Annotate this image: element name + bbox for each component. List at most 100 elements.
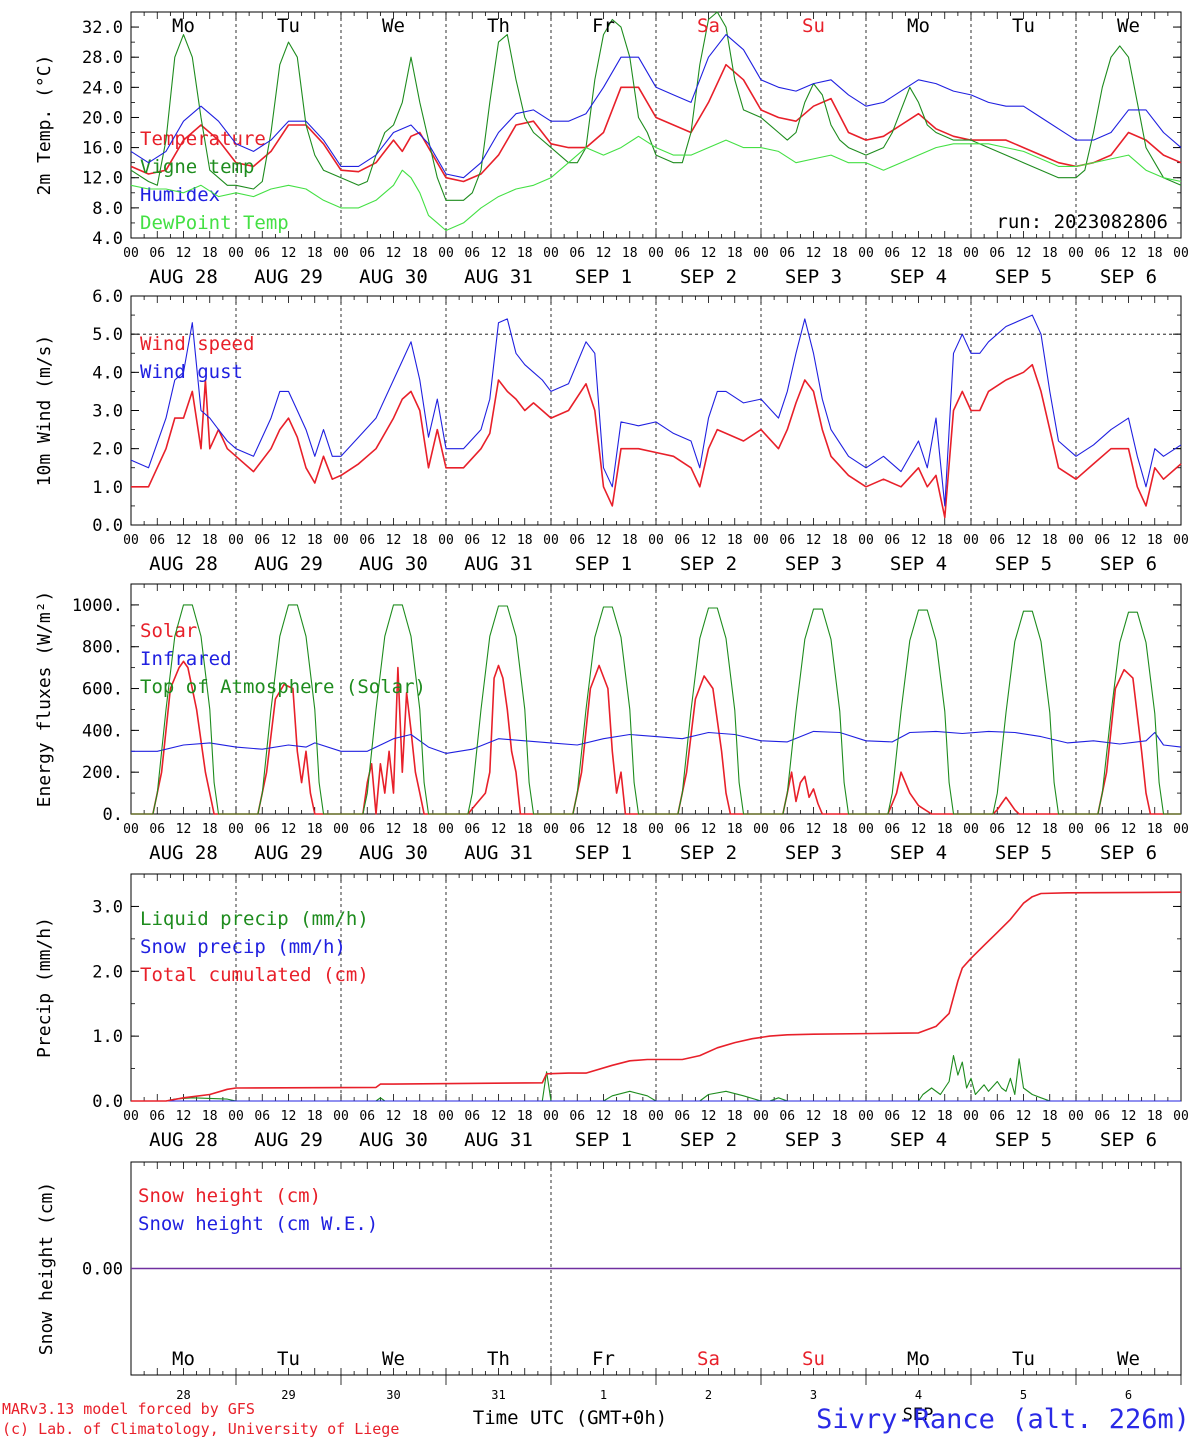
hour-tick-label: 18	[1042, 246, 1058, 261]
hour-tick-label: 06	[359, 246, 375, 261]
hour-tick-label: 12	[491, 1109, 507, 1124]
hour-tick-label: 12	[491, 246, 507, 261]
y-tick-label: 32.0	[82, 18, 123, 38]
hour-tick-label: 12	[386, 1109, 402, 1124]
series-line-2	[130, 314, 1182, 507]
hour-tick-label: 00	[648, 246, 664, 261]
hour-tick-label: 06	[779, 1109, 795, 1124]
panel-5: 0.00 Snow height (cm) Snow height (cm) Snow…	[36, 1161, 1182, 1402]
day-number-label: 3	[810, 1388, 817, 1402]
hour-tick-label: 00	[648, 1109, 664, 1124]
hour-tick-label: 06	[359, 822, 375, 837]
hour-tick-label: 18	[727, 246, 743, 261]
hour-tick-label: 06	[254, 533, 270, 548]
weekday-label: Mo	[907, 15, 930, 37]
hour-tick-label: 12	[806, 822, 822, 837]
hour-tick-label: 00	[543, 246, 559, 261]
day-number-label: 2	[705, 1388, 712, 1402]
hour-tick-label: 00	[858, 1109, 874, 1124]
hour-tick-label: 00	[753, 822, 769, 837]
x-axis-title: Time UTC (GMT+0h)	[473, 1407, 667, 1429]
y-tick-label: 0.00	[82, 1260, 123, 1280]
y-tick-label: 3.0	[92, 402, 123, 422]
hour-tick-label: 00	[333, 1109, 349, 1124]
hour-tick-label: 06	[884, 1109, 900, 1124]
date-label: SEP 2	[680, 266, 737, 288]
series-line-1	[131, 1055, 1181, 1102]
date-label: AUG 28	[149, 266, 218, 288]
hour-tick-label: 18	[1042, 822, 1058, 837]
hour-tick-label: 18	[1147, 246, 1163, 261]
date-label: SEP 3	[785, 1129, 842, 1151]
date-label: SEP 2	[680, 1129, 737, 1151]
hour-tick-label: 12	[806, 246, 822, 261]
hour-tick-label: 06	[989, 1109, 1005, 1124]
hour-tick-label: 12	[596, 533, 612, 548]
hour-tick-label: 12	[701, 533, 717, 548]
weekday-label: Mo	[172, 15, 195, 37]
hour-tick-label: 12	[911, 1109, 927, 1124]
hour-tick-label: 00	[648, 533, 664, 548]
series-line-2	[131, 730, 1182, 754]
hour-tick-label: 00	[1068, 533, 1084, 548]
hour-tick-label: 12	[176, 822, 192, 837]
hour-tick-label: 00	[1068, 1109, 1084, 1124]
hour-tick-label: 06	[989, 533, 1005, 548]
hour-tick-label: 12	[176, 533, 192, 548]
date-label: SEP 5	[995, 266, 1052, 288]
hour-tick-label: 06	[884, 822, 900, 837]
date-label: SEP 2	[680, 553, 737, 575]
hour-tick-label: 18	[202, 1109, 218, 1124]
y-tick-label: 24.0	[82, 78, 123, 98]
panel-3: 0. 200. 400. 600. 800. 1000. Energy fluxes (W/…	[34, 583, 1189, 864]
hour-tick-label: 06	[1094, 533, 1110, 548]
y-tick-label: 2.0	[92, 440, 123, 460]
legend-entry: Wind gust	[140, 361, 243, 383]
hour-tick-label: 00	[543, 822, 559, 837]
series-line-1	[131, 363, 1182, 519]
weekday-label: Fr	[592, 1348, 615, 1370]
hour-tick-label: 00	[438, 822, 454, 837]
y-tick-label: 1000.	[72, 596, 123, 616]
y-tick-label: 0.0	[92, 516, 123, 536]
date-label: AUG 28	[149, 1129, 218, 1151]
hour-tick-label: 12	[806, 533, 822, 548]
hour-tick-label: 12	[176, 1109, 192, 1124]
hour-tick-label: 06	[569, 1109, 585, 1124]
hour-tick-label: 06	[149, 822, 165, 837]
hour-tick-label: 12	[1016, 1109, 1032, 1124]
date-label: AUG 31	[464, 266, 533, 288]
y-tick-label: 8.0	[92, 199, 123, 219]
date-label: AUG 30	[359, 842, 428, 864]
hour-tick-label: 06	[779, 822, 795, 837]
date-label: AUG 28	[149, 842, 218, 864]
hour-tick-label: 12	[386, 822, 402, 837]
hour-tick-label: 06	[149, 1109, 165, 1124]
legend-entry: DewPoint Temp	[140, 212, 289, 234]
hour-tick-label: 12	[281, 822, 297, 837]
date-label: SEP 1	[575, 842, 632, 864]
weekday-label: Mo	[172, 1348, 195, 1370]
date-label: SEP 6	[1100, 266, 1157, 288]
date-label: AUG 30	[359, 553, 428, 575]
y-axis-label: Snow height (cm)	[36, 1182, 57, 1355]
hour-tick-label: 06	[674, 822, 690, 837]
y-axis-label: 10m Wind (m/s)	[34, 335, 55, 487]
hour-tick-label: 06	[884, 246, 900, 261]
series-line-4	[130, 135, 1182, 232]
hour-tick-label: 12	[1121, 1109, 1137, 1124]
hour-tick-label: 06	[464, 1109, 480, 1124]
month-label: SEP	[903, 1405, 934, 1425]
hour-tick-label: 12	[911, 822, 927, 837]
hour-tick-label: 00	[963, 246, 979, 261]
weekday-label: Tu	[277, 1348, 300, 1370]
hour-tick-label: 00	[1068, 246, 1084, 261]
hour-tick-label: 18	[1147, 822, 1163, 837]
hour-tick-label: 18	[412, 1109, 428, 1124]
weekday-label: Tu	[277, 15, 300, 37]
hour-tick-label: 18	[307, 246, 323, 261]
y-tick-label: 200.	[82, 763, 123, 783]
weekday-label: Su	[802, 15, 825, 37]
hour-tick-label: 12	[911, 246, 927, 261]
